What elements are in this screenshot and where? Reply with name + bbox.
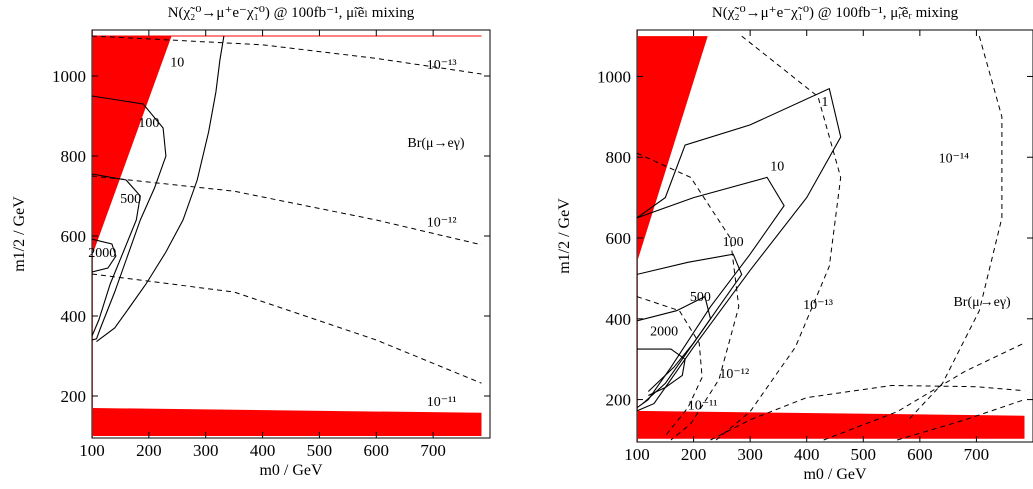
event-contour-label-1: 10 (770, 160, 784, 175)
event-contour-line-0 (96, 35, 225, 343)
event-contour-line-2 (92, 173, 141, 337)
x-tick-label: 700 (420, 441, 446, 460)
chart-panel-right: 1 10 100 500 2000 10⁻¹⁴ 10⁻¹³ 10⁻¹² 10⁻¹¹ 100 200 3… (556, 5, 1033, 483)
excluded-region-1 (637, 410, 1025, 439)
br-contour-line-2 (92, 273, 482, 384)
x-tick-label: 700 (964, 445, 990, 464)
x-tick-label: 500 (851, 445, 877, 464)
br-contour-label-2: 10⁻¹² (719, 367, 749, 382)
y-tick-label: 1000 (52, 67, 86, 86)
br-contour-line-5 (823, 342, 1025, 441)
br-contour-label-1: 10⁻¹³ (803, 298, 833, 313)
br-contour-line-4 (710, 384, 1025, 441)
br-contour-label-0: 10⁻¹³ (427, 58, 457, 73)
event-contour-label-4: 2000 (650, 324, 678, 339)
chart-panel-left: 10 100 500 2000 10⁻¹³ 10⁻¹² 10⁻¹¹ 100 200 300 400 5… (11, 5, 491, 479)
br-contour-line-1 (92, 175, 482, 246)
x-tick-label: 500 (307, 441, 333, 460)
x-tick-label: 100 (624, 445, 650, 464)
y-tick-label: 1000 (597, 67, 631, 86)
event-contour-label-1: 100 (138, 116, 159, 131)
br-contour-line-2 (637, 152, 740, 441)
y-tick-label: 400 (61, 307, 87, 326)
br-contour-label-0: 10⁻¹⁴ (939, 151, 970, 166)
x-tick-label: 600 (907, 445, 933, 464)
x-tick-label: 400 (794, 445, 820, 464)
event-contour-line-3 (92, 238, 117, 273)
br-contour-line-3 (637, 296, 703, 437)
plot-frame (636, 29, 1033, 443)
br-annotation: Br(μ→eγ) (407, 136, 465, 151)
event-contour-label-2: 100 (723, 235, 744, 250)
y-tick-label: 400 (606, 310, 632, 329)
event-contour-label-3: 500 (690, 290, 711, 305)
x-axis-label: m0 / GeV (259, 462, 323, 479)
excluded-region-0 (637, 36, 708, 263)
event-contour-label-3: 2000 (88, 246, 116, 261)
event-contour-line-4 (637, 348, 686, 396)
br-contour-line-0 (92, 35, 482, 75)
excluded-region-1 (92, 408, 482, 436)
x-tick-label: 400 (250, 441, 276, 460)
x-tick-label: 300 (737, 445, 763, 464)
event-contour-label-0: 1 (821, 95, 828, 110)
y-axis-label: m1/2 / GeV (556, 198, 573, 274)
event-contour-line-1 (637, 176, 785, 409)
event-contour-label-2: 500 (120, 192, 141, 207)
event-contour-label-0: 10 (170, 55, 184, 70)
y-tick-label: 200 (606, 391, 632, 410)
br-contour-label-1: 10⁻¹² (427, 215, 457, 230)
event-contour-line-3 (637, 295, 712, 392)
br-contour-label-3: 10⁻¹¹ (688, 399, 718, 414)
x-axis-label: m0 / GeV (803, 466, 867, 483)
chart-title: N(χ̃₂⁰→μ⁺e⁻χ̃₁⁰) @ 100fb⁻¹, μ̃ₗẽₗ mixing (168, 5, 415, 21)
y-tick-label: 600 (61, 227, 87, 246)
y-tick-label: 600 (606, 229, 632, 248)
br-contour-line-0 (908, 35, 1003, 421)
y-tick-label: 200 (61, 387, 87, 406)
plot-area (637, 30, 1025, 442)
br-contour-line-1 (715, 35, 842, 441)
plot-area (92, 30, 482, 438)
x-tick-label: 300 (193, 441, 219, 460)
event-contour-line-1 (92, 95, 167, 341)
br-contour-label-2: 10⁻¹¹ (427, 395, 457, 410)
x-tick-label: 600 (364, 441, 390, 460)
y-tick-label: 800 (61, 147, 87, 166)
x-tick-label: 100 (79, 441, 105, 460)
event-contour-line-0 (637, 87, 842, 412)
event-contour-line-2 (637, 253, 743, 405)
x-tick-label: 200 (681, 445, 707, 464)
br-contour-line-6 (897, 399, 1025, 441)
chart-title: N(χ̃₂⁰→μ⁺e⁻χ̃₁⁰) @ 100fb⁻¹, μ̃ᵣẽᵣ mixing (712, 5, 959, 21)
plot-frame (91, 29, 491, 439)
y-axis-label: m1/2 / GeV (11, 196, 28, 272)
y-tick-label: 800 (606, 148, 632, 167)
br-annotation: Br(μ→eγ) (953, 295, 1011, 310)
excluded-region-0 (92, 36, 172, 256)
x-tick-label: 200 (136, 441, 162, 460)
